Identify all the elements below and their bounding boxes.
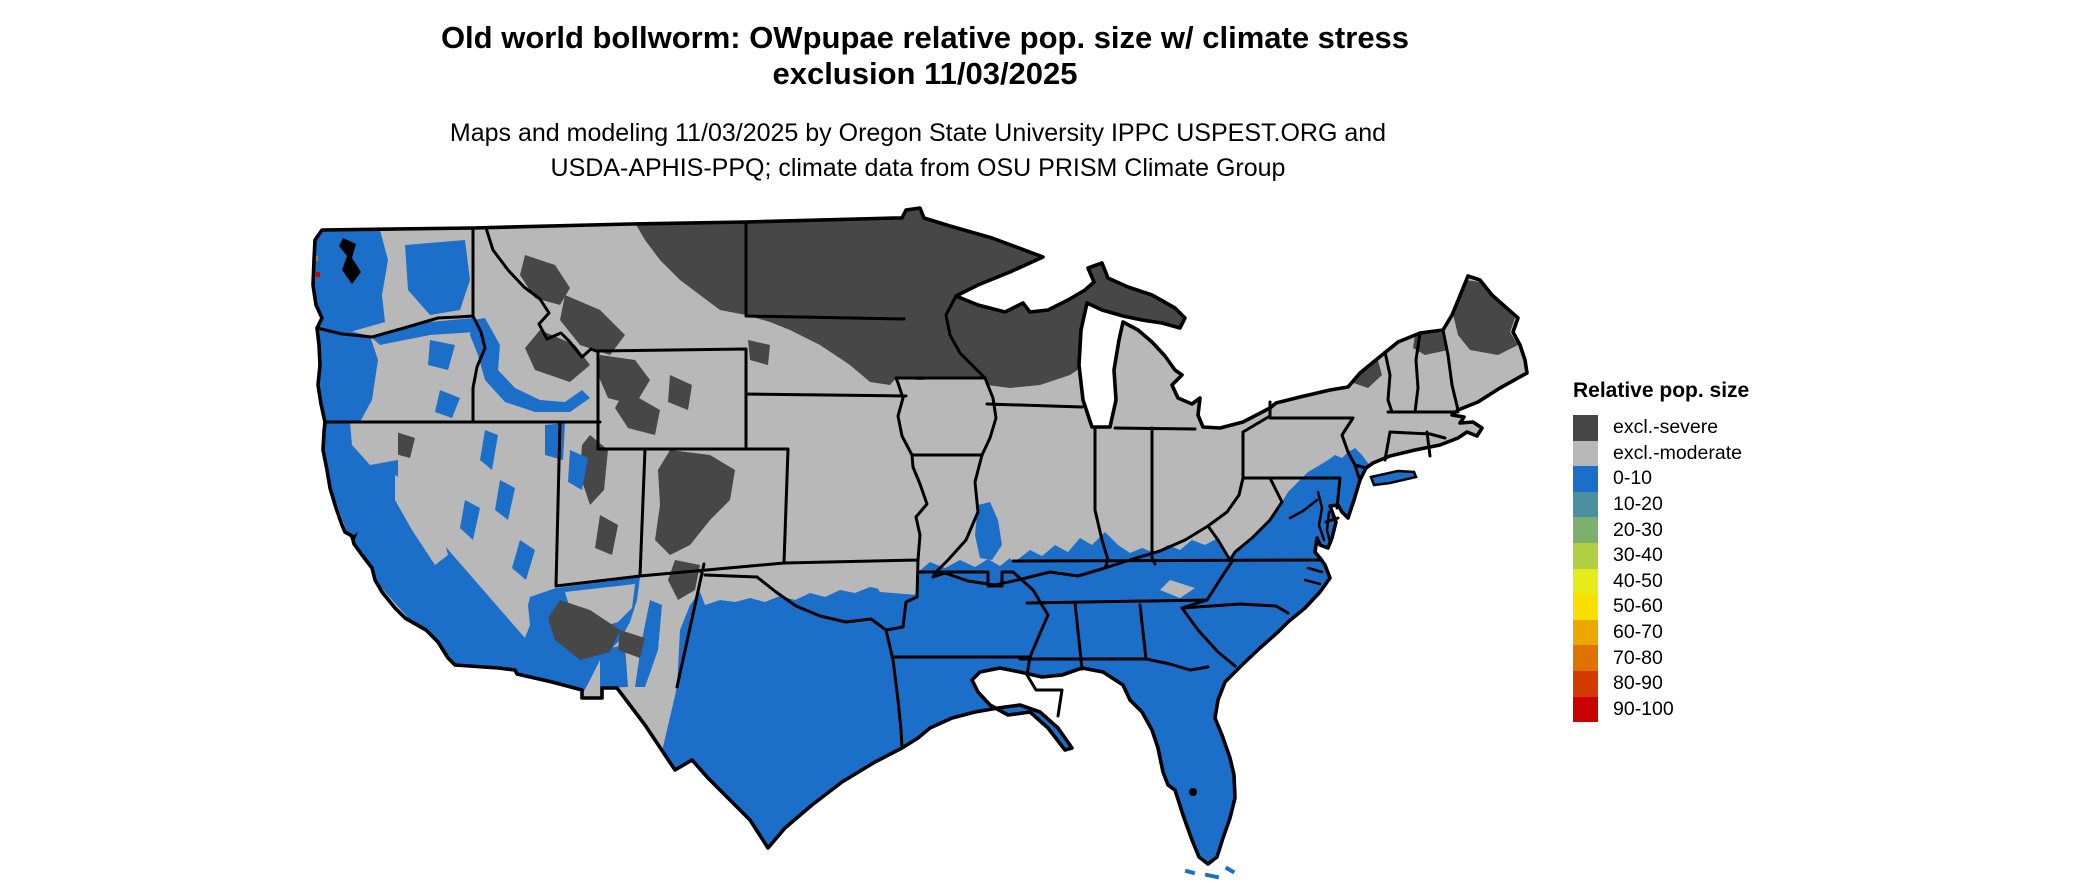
legend-swatch-50-60	[1573, 594, 1598, 620]
legend-label: 60-70	[1613, 621, 1663, 644]
legend-rows: excl.-severe excl.-moderate 0-10 10-20 20-30…	[1573, 415, 1749, 723]
legend-label: 90-100	[1613, 697, 1674, 720]
region-ca-moderate-patches	[350, 422, 448, 565]
legend-row: 90-100	[1573, 696, 1749, 723]
title-line-1: Old world bollworm: OWpupae relative pop…	[440, 20, 1410, 55]
legend-swatch-20-30	[1573, 517, 1598, 543]
subtitle-line-1: Maps and modeling 11/03/2025 by Oregon S…	[449, 119, 1387, 147]
legend-swatch-80-90	[1573, 670, 1598, 697]
legend-label: 40-50	[1613, 569, 1663, 592]
legend-swatch-10-20	[1573, 491, 1598, 518]
legend-label: excl.-severe	[1613, 416, 1719, 439]
legend-row: 40-50	[1573, 568, 1749, 595]
legend-row: 60-70	[1573, 619, 1749, 646]
region-smokies-moderate	[1160, 580, 1195, 598]
us-map-svg	[311, 206, 1529, 880]
speck-90-100	[316, 272, 320, 277]
legend-title: Relative pop. size	[1573, 379, 1750, 402]
florida-keys	[1184, 865, 1236, 880]
us-outline	[311, 206, 1529, 866]
legend-label: 10-20	[1613, 493, 1663, 516]
legend-label: excl.-moderate	[1613, 441, 1742, 464]
map-fill-layer	[313, 208, 1527, 864]
long-island	[1369, 469, 1418, 487]
title-line-2: exclusion 11/03/2025	[772, 56, 1078, 91]
legend-row: 0-10	[1573, 466, 1749, 492]
legend-swatch-30-40	[1573, 542, 1598, 569]
legend-row: 80-90	[1573, 670, 1749, 697]
subtitle-line-2: USDA-APHIS-PPQ; climate data from OSU PR…	[550, 154, 1286, 182]
legend-swatch-excl.-severe	[1573, 415, 1598, 441]
region-ok-ne-moderate	[870, 573, 918, 595]
legend: Relative pop. size excl.-severe excl.-mod…	[1573, 379, 1750, 723]
legend-label: 50-60	[1613, 595, 1663, 618]
state-borders	[315, 220, 1460, 750]
map-title: Old world bollworm: OWpupae relative pop…	[225, 20, 1625, 92]
legend-label: 0-10	[1613, 467, 1653, 490]
legend-swatch-90-100	[1573, 696, 1598, 723]
legend-label: 30-40	[1613, 544, 1663, 567]
legend-label: 20-30	[1613, 518, 1663, 541]
legend-swatch-70-80	[1573, 645, 1598, 671]
legend-row: excl.-severe	[1573, 415, 1749, 441]
legend-row: 20-30	[1573, 517, 1749, 543]
legend-swatch-40-50	[1573, 568, 1598, 595]
legend-row: 10-20	[1573, 491, 1749, 518]
legend-swatch-60-70	[1573, 619, 1598, 646]
legend-row: 50-60	[1573, 594, 1749, 620]
legend-label: 70-80	[1613, 646, 1663, 669]
legend-label: 80-90	[1613, 672, 1663, 695]
legend-row: 70-80	[1573, 645, 1749, 671]
legend-swatch-0-10	[1573, 466, 1598, 492]
legend-row: 30-40	[1573, 542, 1749, 569]
water-inlets	[339, 238, 1197, 796]
speck-70-80	[314, 256, 318, 261]
legend-row: excl.-moderate	[1573, 440, 1749, 467]
us-map	[230, 160, 1570, 892]
legend-swatch-excl.-moderate	[1573, 440, 1598, 467]
map-subtitle: Maps and modeling 11/03/2025 by Oregon S…	[218, 116, 1618, 186]
region-az-severe-rim	[548, 600, 645, 660]
